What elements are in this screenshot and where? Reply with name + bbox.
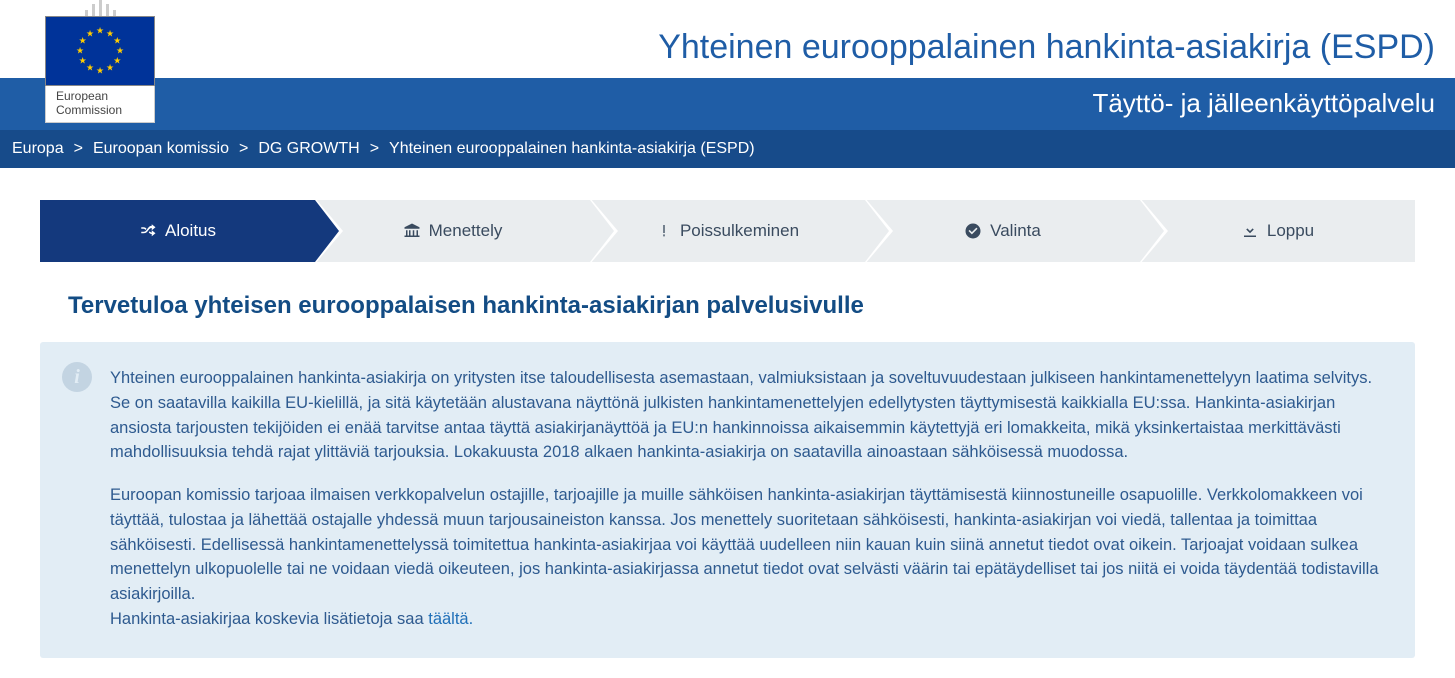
step-label: Menettely [429,221,503,241]
step-menettely[interactable]: Menettely [315,200,590,262]
info-box: i Yhteinen eurooppalainen hankinta-asiak… [40,342,1415,658]
exclaim-icon [656,222,672,240]
more-info-prefix: Hankinta-asiakirjaa koskevia lisätietoja… [110,610,428,628]
breadcrumb-item[interactable]: Yhteinen eurooppalainen hankinta-asiakir… [389,140,755,158]
site-title: Yhteinen eurooppalainen hankinta-asiakir… [658,28,1435,67]
breadcrumb-separator: > [74,140,83,158]
step-loppu[interactable]: Loppu [1140,200,1415,262]
ec-logo[interactable]: ★★★★★★★★★★★★ European Commission [45,0,155,123]
breadcrumb-separator: > [370,140,379,158]
step-label: Valinta [990,221,1041,241]
more-info-line: Hankinta-asiakirjaa koskevia lisätietoja… [110,607,1389,632]
info-paragraph: Yhteinen eurooppalainen hankinta-asiakir… [110,366,1389,465]
shuffle-icon [139,222,157,240]
step-label: Loppu [1267,221,1314,241]
ec-logo-label-line2: Commission [56,103,144,117]
eu-flag-icon: ★★★★★★★★★★★★ [45,16,155,86]
breadcrumb: Europa > Euroopan komissio > DG GROWTH > Yhtei… [0,130,1455,168]
step-label: Aloitus [165,221,216,241]
page-title: Tervetuloa yhteisen eurooppalaisen hanki… [68,292,1415,320]
institution-icon [403,222,421,240]
subtitle-text: Täyttö- ja jälleenkäyttöpalvelu [1092,88,1435,119]
subtitle-bar: Täyttö- ja jälleenkäyttöpalvelu [0,78,1455,130]
download-icon [1241,222,1259,240]
main-content: Tervetuloa yhteisen eurooppalaisen hanki… [0,262,1455,658]
header: ★★★★★★★★★★★★ European Commission Yhteine… [0,0,1455,78]
breadcrumb-item[interactable]: Europa [12,140,64,158]
info-icon: i [62,362,92,392]
breadcrumb-item[interactable]: DG GROWTH [258,140,359,158]
breadcrumb-item[interactable]: Euroopan komissio [93,140,229,158]
step-poissulkeminen[interactable]: Poissulkeminen [590,200,865,262]
step-valinta[interactable]: Valinta [865,200,1140,262]
ec-logo-label: European Commission [45,86,155,123]
more-info-link[interactable]: täältä. [428,610,473,628]
step-nav: Aloitus Menettely Poissulkeminen Valinta Lop… [40,200,1415,262]
breadcrumb-separator: > [239,140,248,158]
ec-logo-label-line1: European [56,89,144,103]
step-label: Poissulkeminen [680,221,799,241]
info-paragraph: Euroopan komissio tarjoaa ilmaisen verkk… [110,483,1389,607]
step-aloitus[interactable]: Aloitus [40,200,315,262]
check-circle-icon [964,222,982,240]
